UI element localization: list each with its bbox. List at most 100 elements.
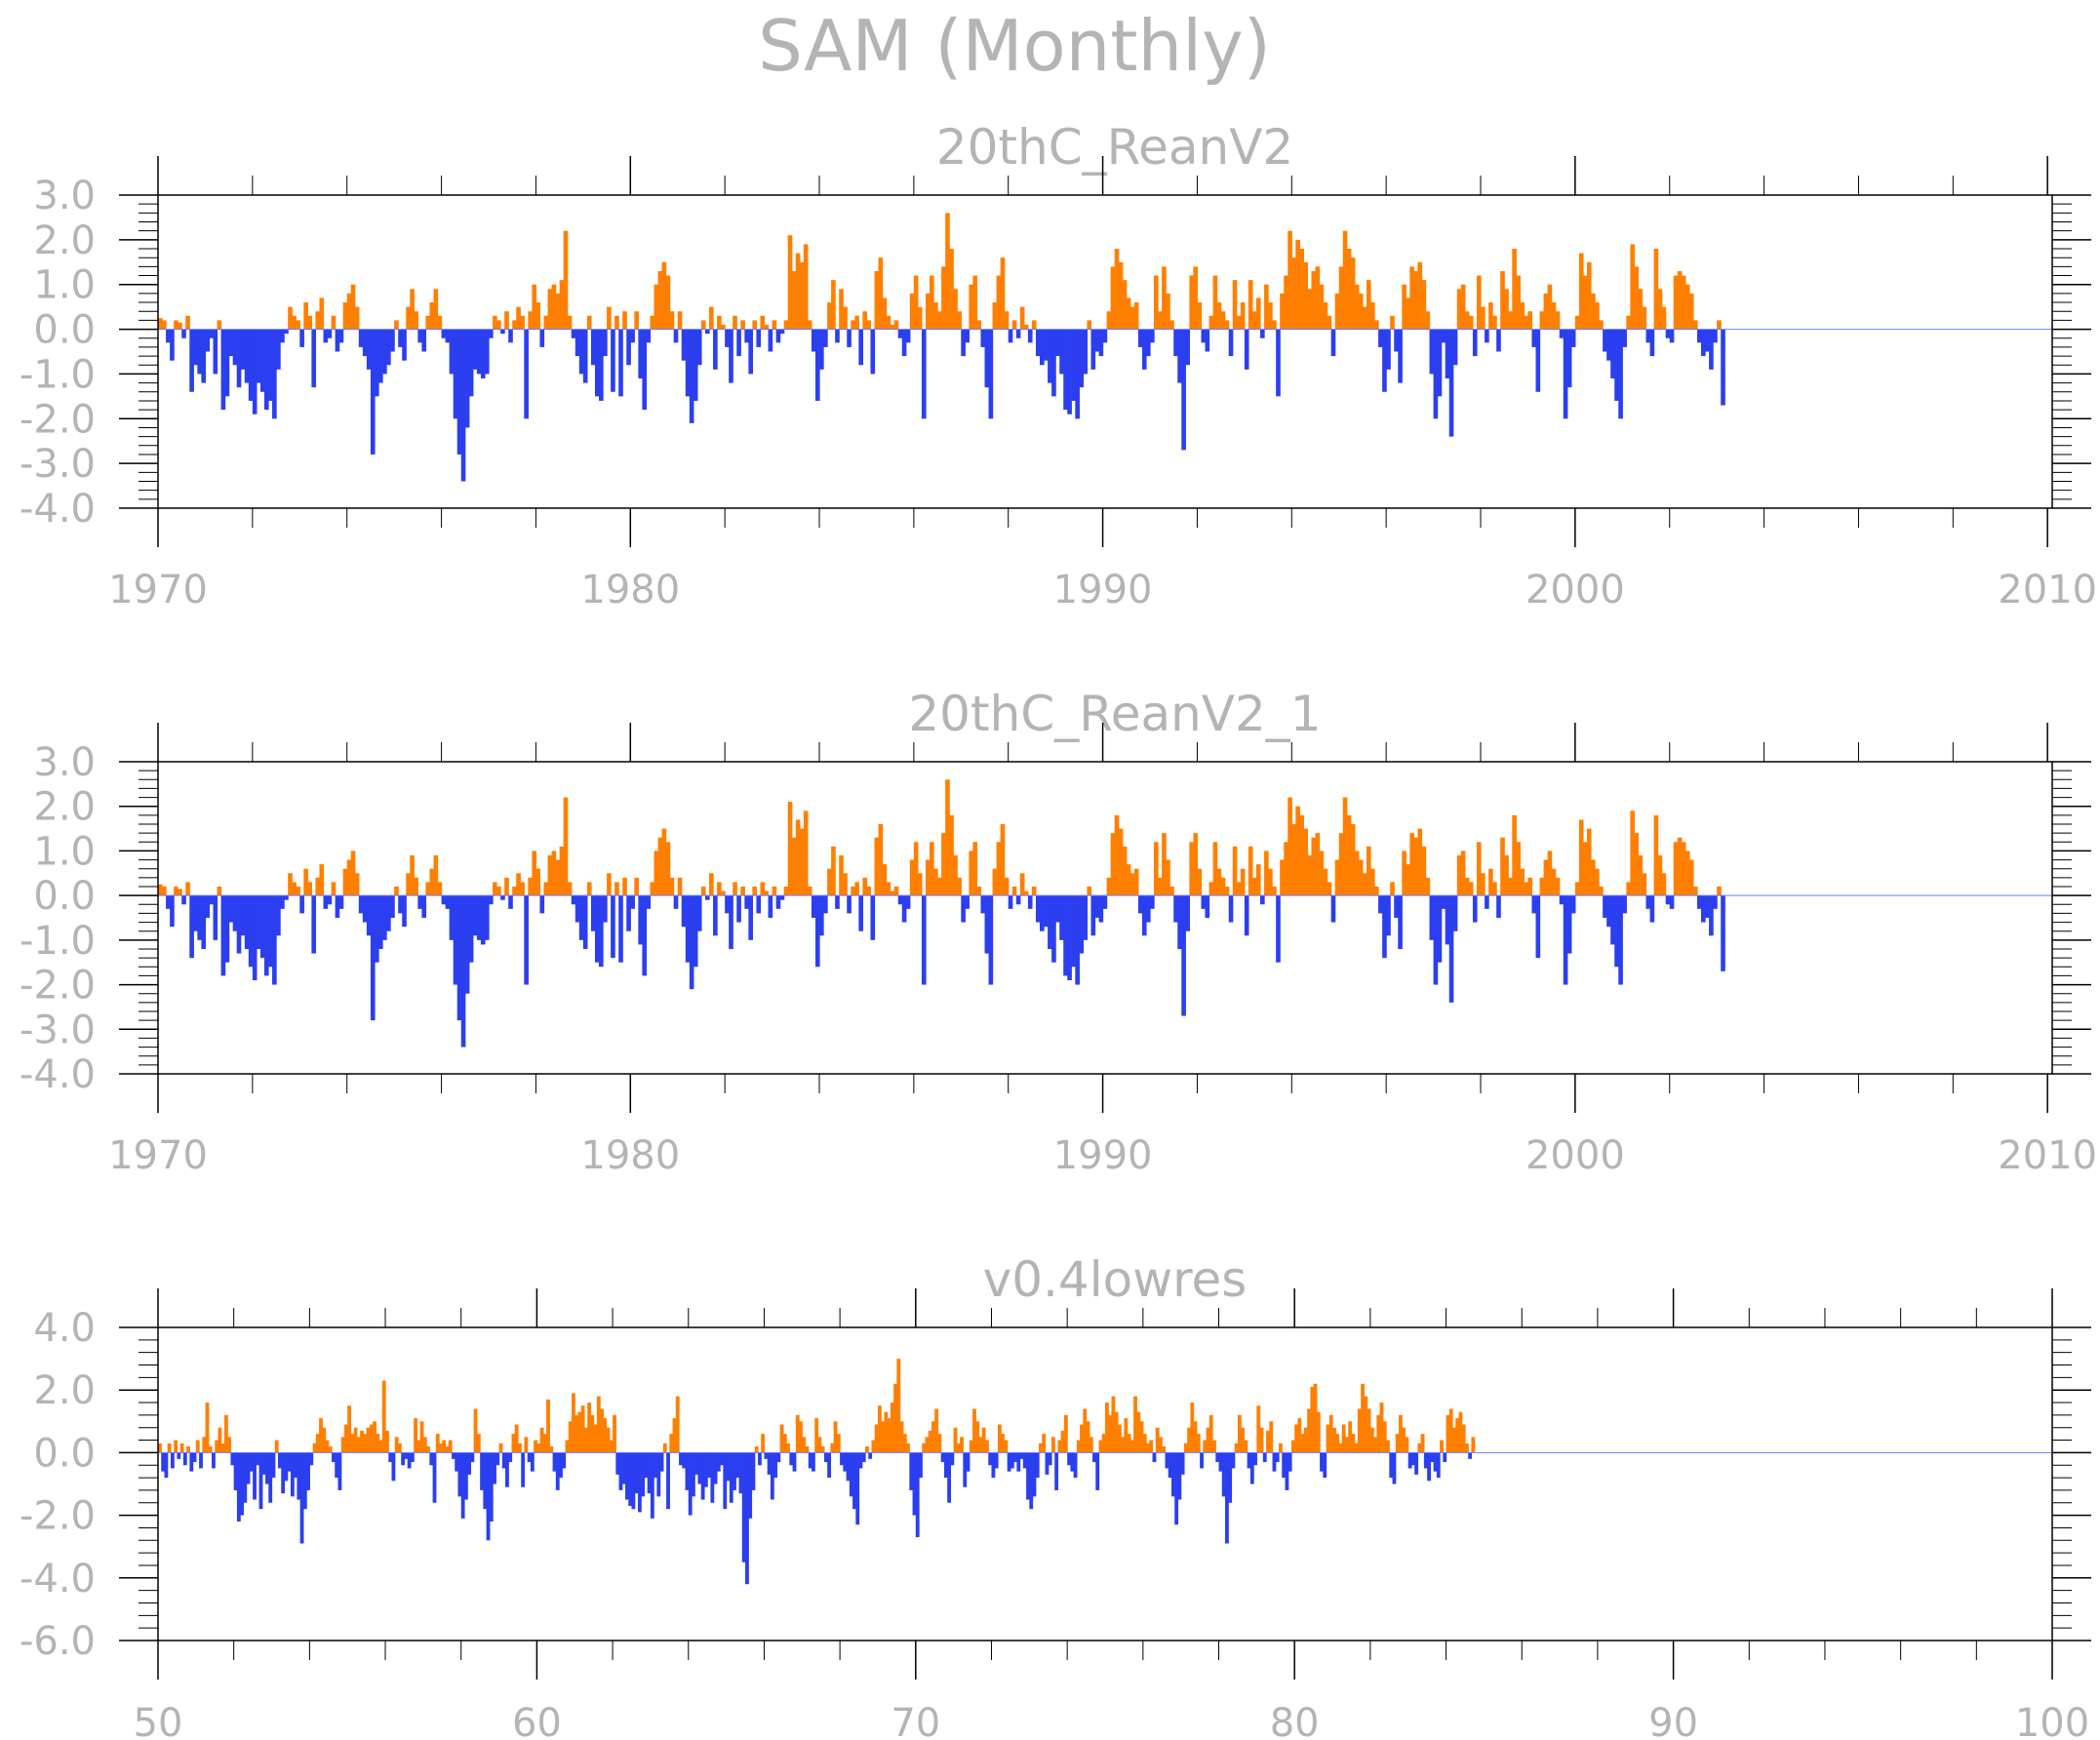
negative-bar — [1102, 895, 1108, 909]
positive-bar — [567, 882, 573, 896]
negative-bar — [1649, 895, 1655, 923]
negative-bar — [1029, 1452, 1034, 1510]
negative-bar — [654, 1452, 657, 1479]
positive-bar — [1004, 311, 1010, 330]
negative-bar — [189, 1452, 194, 1472]
positive-bar — [315, 1434, 320, 1453]
negative-bar — [1645, 895, 1651, 909]
negative-bar — [1141, 329, 1147, 370]
negative-bar — [407, 1452, 412, 1469]
negative-bar — [984, 895, 990, 954]
negative-bar — [644, 1452, 649, 1479]
positive-bar — [795, 253, 801, 330]
negative-bar — [263, 329, 269, 411]
positive-bar — [414, 311, 418, 330]
positive-bar — [580, 1405, 585, 1453]
negative-bar — [402, 895, 407, 928]
positive-bar — [1001, 1434, 1006, 1453]
figure-title: SAM (Monthly) — [758, 5, 1271, 87]
negative-bar — [1614, 895, 1619, 968]
negative-bar — [736, 895, 741, 923]
negative-bar — [189, 329, 194, 392]
positive-bar — [1468, 882, 1474, 896]
positive-bar — [543, 882, 549, 896]
positive-bar — [1543, 859, 1549, 896]
negative-bar — [230, 1452, 235, 1466]
negative-bar — [271, 1452, 276, 1479]
negative-bar — [441, 329, 447, 338]
negative-bar — [757, 1452, 762, 1466]
negative-bar — [823, 895, 828, 914]
negative-bar — [297, 1452, 301, 1500]
positive-bar — [1516, 842, 1521, 896]
positive-bar — [933, 302, 938, 330]
negative-bar — [1285, 1452, 1289, 1490]
negative-bar — [1141, 895, 1147, 936]
negative-bar — [1485, 329, 1489, 343]
positive-bar — [1681, 842, 1686, 896]
positive-bar — [1237, 1414, 1242, 1453]
positive-bar — [1653, 814, 1659, 896]
negative-bar — [659, 1452, 664, 1472]
positive-bar — [607, 306, 612, 330]
negative-bar — [696, 329, 702, 366]
positive-bar — [342, 302, 348, 330]
negative-bar — [182, 1452, 187, 1466]
positive-bar — [1341, 1424, 1346, 1453]
positive-bar — [654, 284, 659, 330]
positive-bar — [1216, 302, 1222, 330]
negative-bar — [366, 329, 372, 370]
positive-bar — [429, 868, 435, 896]
negative-bar — [578, 895, 584, 940]
positive-bar — [185, 882, 190, 896]
negative-bar — [1394, 329, 1399, 352]
positive-bar — [1688, 859, 1694, 896]
negative-bar — [1019, 1452, 1024, 1459]
negative-bar — [294, 1452, 298, 1479]
negative-bar — [1563, 895, 1568, 985]
negative-bar — [1244, 329, 1249, 370]
positive-bar — [1481, 873, 1486, 896]
negative-bar — [398, 329, 403, 347]
negative-bar — [710, 1452, 715, 1503]
negative-bar — [463, 1452, 468, 1500]
positive-bar — [1158, 877, 1163, 896]
negative-bar — [493, 1452, 496, 1484]
positive-bar — [1101, 1434, 1106, 1453]
negative-bar — [729, 895, 733, 949]
positive-bar — [992, 302, 998, 330]
positive-bar — [854, 882, 859, 896]
negative-bar — [868, 1452, 873, 1459]
positive-bar — [1159, 1437, 1163, 1453]
positive-bar — [799, 261, 805, 330]
negative-bar — [464, 895, 470, 994]
positive-bar — [874, 270, 880, 330]
negative-bar — [161, 1452, 166, 1472]
positive-bar — [319, 1418, 323, 1453]
negative-bar — [1185, 895, 1190, 931]
negative-bar — [1437, 895, 1443, 963]
positive-bar — [1460, 284, 1466, 330]
negative-bar — [332, 1452, 336, 1463]
negative-bar — [1392, 1452, 1397, 1484]
negative-bar — [476, 895, 482, 940]
negative-bar — [1079, 329, 1084, 388]
positive-bar — [1297, 1418, 1302, 1453]
positive-bar — [772, 320, 777, 330]
positive-bar — [1255, 864, 1261, 896]
positive-bar — [972, 275, 978, 330]
negative-bar — [486, 1452, 491, 1541]
x-tick-label: 90 — [1648, 1701, 1698, 1740]
negative-bar — [366, 895, 372, 936]
negative-bar — [1535, 329, 1541, 392]
positive-bar — [158, 1443, 162, 1453]
positive-bar — [1031, 320, 1037, 330]
negative-bar — [562, 1452, 567, 1469]
positive-bar — [346, 859, 352, 896]
plot-frame — [157, 1326, 2053, 1641]
positive-bar — [1256, 1405, 1261, 1453]
negative-bar — [489, 1452, 494, 1522]
negative-bar — [1448, 329, 1454, 437]
positive-bar — [1121, 1437, 1126, 1453]
positive-bar — [511, 1434, 516, 1453]
